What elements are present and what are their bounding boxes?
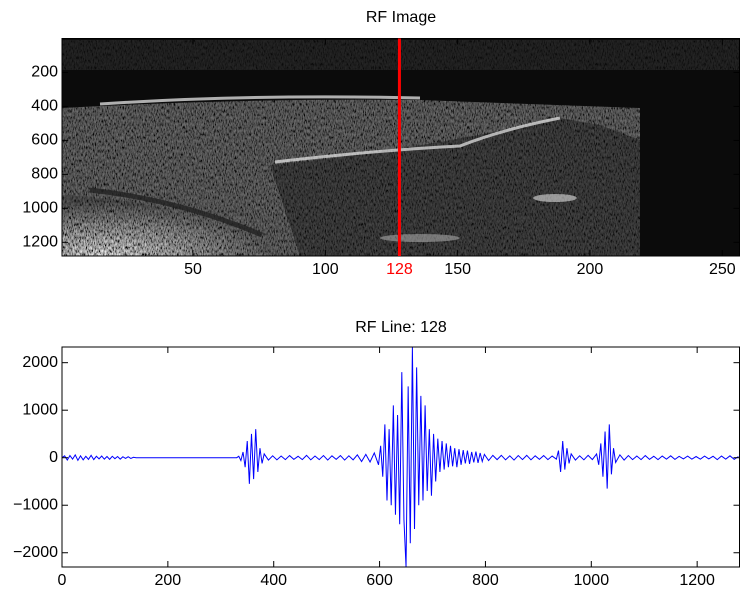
x-tick-label: 100 bbox=[312, 261, 339, 278]
y-tick-label: −1000 bbox=[13, 496, 58, 513]
image-boundary bbox=[89, 187, 263, 238]
x-tick-label: 1200 bbox=[679, 572, 715, 589]
y-tick-label: 800 bbox=[31, 166, 58, 183]
x-tick-label: 250 bbox=[709, 261, 736, 278]
y-tick-label: 0 bbox=[49, 449, 58, 466]
y-tick-label: 1200 bbox=[22, 234, 58, 251]
x-tick-label: 1000 bbox=[574, 572, 610, 589]
y-tick-label: 400 bbox=[31, 98, 58, 115]
image-boundary bbox=[99, 95, 421, 106]
x-tick-label: 0 bbox=[58, 572, 67, 589]
y-tick-label: 200 bbox=[31, 64, 58, 81]
image-boundary bbox=[274, 116, 561, 164]
x-tick-label: 200 bbox=[577, 261, 604, 278]
image-echo bbox=[533, 194, 577, 202]
x-tick-label: 200 bbox=[155, 572, 182, 589]
image-speckle bbox=[62, 38, 740, 256]
rf-image bbox=[62, 38, 740, 256]
x-tick-label: 400 bbox=[260, 572, 287, 589]
y-tick-label: 1000 bbox=[22, 200, 58, 217]
y-tick-label: 600 bbox=[31, 132, 58, 149]
chart-title: RF Image bbox=[366, 9, 436, 26]
y-tick-label: 1000 bbox=[22, 401, 58, 418]
signal-line bbox=[61, 346, 739, 568]
x-tick-label: 600 bbox=[366, 572, 393, 589]
x-tick-label: 150 bbox=[444, 261, 471, 278]
y-tick-label: −2000 bbox=[13, 544, 58, 561]
y-tick-label: 2000 bbox=[22, 354, 58, 371]
x-tick-label: 800 bbox=[472, 572, 499, 589]
image-echo bbox=[380, 234, 460, 242]
chart-title: RF Line: 128 bbox=[355, 319, 447, 336]
x-tick-label: 50 bbox=[184, 261, 202, 278]
marker-label: 128 bbox=[386, 261, 413, 278]
